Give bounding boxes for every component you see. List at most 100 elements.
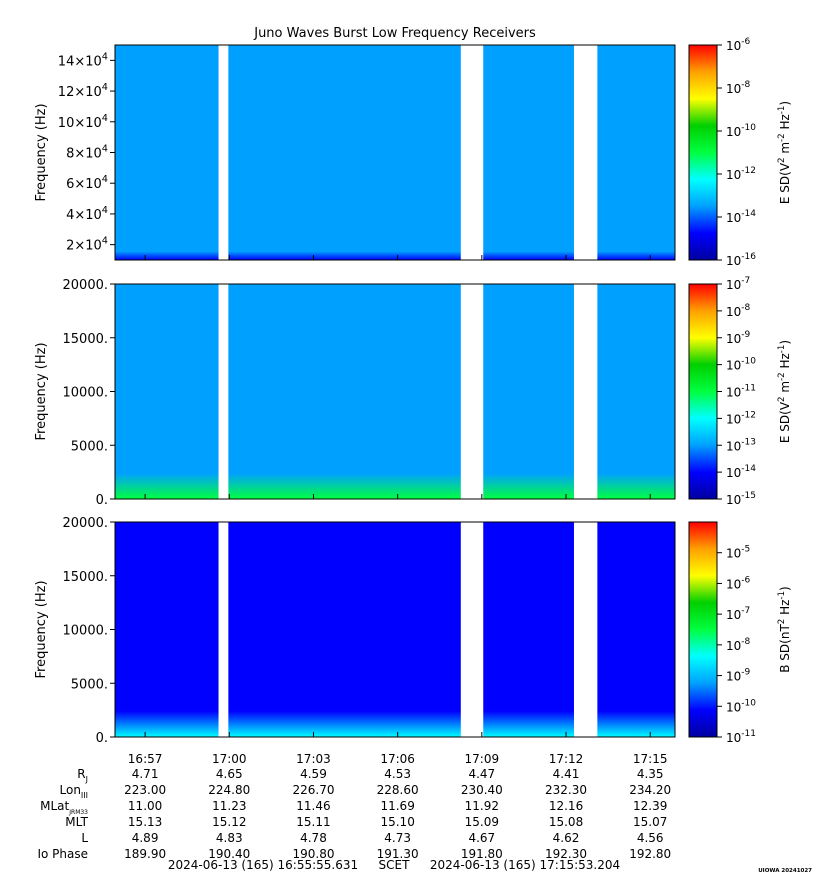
data-gap-3 xyxy=(573,522,598,737)
panel-1: 2×104 4×104 6×104 8×104 10×104 12×104 14×104 Fr… xyxy=(34,37,792,268)
y-tick-label: 12×104 xyxy=(58,82,108,100)
colorbar-tick-label: 10-9 xyxy=(726,330,751,346)
data-gap-1 xyxy=(218,522,229,737)
ephemeris-value: 4.65 xyxy=(216,767,243,781)
ephemeris-value: 4.47 xyxy=(468,767,495,781)
ephemeris-value: 15.07 xyxy=(633,815,667,829)
time-tick-label: 17:03 xyxy=(296,752,331,766)
y-tick-label: 15000. xyxy=(63,570,109,585)
ephemeris-value: 4.41 xyxy=(553,767,580,781)
colorbar-tick-label: 10-10 xyxy=(726,357,756,373)
time-axis: 16:57 17:00 17:03 17:06 17:09 17:12 17:15 xyxy=(128,752,668,766)
colorbar-tick-label: 10-11 xyxy=(726,384,756,400)
colorbar-tick-label: 10-10 xyxy=(726,698,756,714)
ephemeris-value: 232.30 xyxy=(545,783,587,797)
colorbar-tick-label: 10-16 xyxy=(726,252,756,268)
colorbar-tick-label: 10-6 xyxy=(726,37,751,53)
ephemeris-value: 15.08 xyxy=(549,815,583,829)
y-tick-label: 6×104 xyxy=(66,174,108,192)
y-tick-label: 20000. xyxy=(63,278,109,293)
time-tick-label: 17:15 xyxy=(633,752,668,766)
time-tick-label: 17:09 xyxy=(465,752,500,766)
ephemeris-value: 4.89 xyxy=(132,831,159,845)
ephemeris-value: 11.23 xyxy=(212,799,246,813)
ephemeris-value: 12.16 xyxy=(549,799,583,813)
ephemeris-value: 192.80 xyxy=(629,847,671,861)
ephemeris-value: 4.59 xyxy=(300,767,327,781)
ephemeris-value: 4.83 xyxy=(216,831,243,845)
y-tick-label: 4×104 xyxy=(66,205,108,223)
ephemeris-value: 226.70 xyxy=(292,783,334,797)
time-tick-label: 17:00 xyxy=(212,752,247,766)
y-tick-label: 10000. xyxy=(63,386,109,401)
data-gap-2 xyxy=(460,284,484,499)
ephemeris-value: 11.69 xyxy=(380,799,414,813)
ephemeris-value: 189.90 xyxy=(124,847,166,861)
y-tick-label: 10000. xyxy=(63,624,109,639)
colorbar-tick-label: 10-5 xyxy=(726,545,750,561)
y-axis-label: Frequency (Hz) xyxy=(34,342,49,440)
colorbar-label: E SD(V2 m-2 Hz-1) xyxy=(777,101,792,204)
time-tick-label: 17:06 xyxy=(380,752,415,766)
chart-title: Juno Waves Burst Low Frequency Receivers xyxy=(253,26,536,41)
colorbar-tick-label: 10-8 xyxy=(726,637,751,653)
ephemeris-value: 223.00 xyxy=(124,783,166,797)
y-axis-label: Frequency (Hz) xyxy=(34,580,49,678)
y-tick-label: 15000. xyxy=(63,332,109,347)
scet-start: 2024-06-13 (165) 16:55:55.631 xyxy=(168,858,358,872)
time-tick-label: 16:57 xyxy=(128,752,163,766)
y-tick-label: 5000. xyxy=(71,677,108,692)
colorbar-tick-label: 10-14 xyxy=(726,209,756,225)
ephemeris-value: 234.20 xyxy=(629,783,671,797)
ephemeris-table: RJ 4.71 4.65 4.59 4.53 4.47 4.41 4.35 LonIII 223.… xyxy=(37,767,671,861)
ephemeris-row-label: LonIII xyxy=(60,783,89,800)
time-tick-label: 17:12 xyxy=(549,752,584,766)
ephemeris-value: 15.10 xyxy=(380,815,414,829)
colorbar-tick-label: 10-10 xyxy=(726,123,756,139)
data-gap-2 xyxy=(460,522,484,737)
colorbar-tick-label: 10-15 xyxy=(726,491,756,507)
colorbar-tick-label: 10-12 xyxy=(726,410,756,426)
colorbar-tick-label: 10-12 xyxy=(726,166,756,182)
y-tick-label: 0. xyxy=(96,731,108,746)
ephemeris-value: 190.40 xyxy=(208,847,250,861)
ephemeris-value: 12.39 xyxy=(633,799,667,813)
ephemeris-row-label: MLatJRM33 xyxy=(40,799,88,816)
ephemeris-value: 4.67 xyxy=(468,831,495,845)
scet-label: SCET xyxy=(379,858,411,872)
colorbar xyxy=(688,44,718,261)
data-gap-1 xyxy=(218,45,229,260)
colorbar-label: B SD(nT2 Hz-1) xyxy=(777,586,792,672)
ephemeris-row-label: MLT xyxy=(65,815,88,829)
colorbar-label: E SD(V2 m-2 Hz-1) xyxy=(777,340,792,443)
ephemeris-value: 191.30 xyxy=(377,847,419,861)
y-tick-label: 8×104 xyxy=(66,144,108,162)
ephemeris-row-label: RJ xyxy=(77,767,88,784)
ephemeris-value: 4.35 xyxy=(637,767,664,781)
ephemeris-row-label: L xyxy=(81,831,88,845)
ephemeris-value: 4.56 xyxy=(637,831,664,845)
colorbar xyxy=(688,283,718,500)
ephemeris-row-label: Io Phase xyxy=(37,847,88,861)
data-gap-3 xyxy=(573,45,598,260)
colorbar-tick-label: 10-13 xyxy=(726,437,756,453)
ephemeris-value: 15.12 xyxy=(212,815,246,829)
scet-end: 2024-06-13 (165) 17:15:53.204 xyxy=(430,858,620,872)
ephemeris-value: 15.11 xyxy=(296,815,330,829)
colorbar-tick-label: 10-11 xyxy=(726,729,756,745)
ephemeris-value: 230.40 xyxy=(461,783,503,797)
ephemeris-value: 15.09 xyxy=(465,815,499,829)
y-tick-label: 5000. xyxy=(71,439,108,454)
colorbar xyxy=(688,521,718,738)
ephemeris-value: 15.13 xyxy=(128,815,162,829)
y-tick-label: 10×104 xyxy=(58,113,108,131)
ephemeris-value: 4.78 xyxy=(300,831,327,845)
ephemeris-value: 192.30 xyxy=(545,847,587,861)
colorbar-tick-label: 10-8 xyxy=(726,80,751,96)
ephemeris-value: 190.80 xyxy=(292,847,334,861)
panel-3: 0. 5000. 10000. 15000. 20000. Frequency (Hz) 1… xyxy=(34,516,792,746)
data-gap-1 xyxy=(218,284,229,499)
y-tick-label: 0. xyxy=(96,493,108,508)
ephemeris-value: 4.73 xyxy=(384,831,411,845)
